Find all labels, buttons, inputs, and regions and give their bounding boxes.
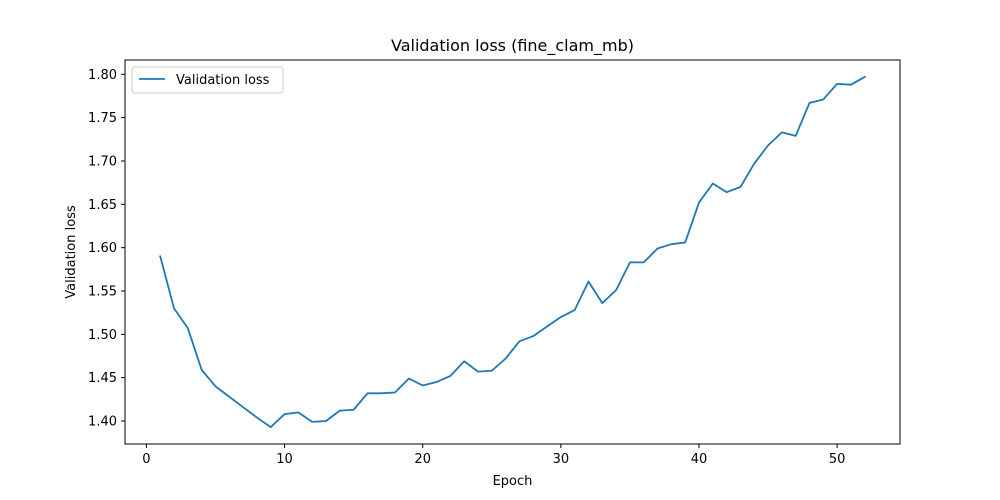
chart-title: Validation loss (fine_clam_mb)	[391, 36, 634, 56]
x-tick-label: 10	[276, 452, 293, 467]
x-tick-label: 40	[691, 452, 708, 467]
y-tick-label: 1.45	[88, 371, 117, 386]
axes-background	[125, 60, 900, 444]
y-tick-label: 1.65	[88, 198, 117, 213]
x-axis-ticks: 0 10 20 30 40 50	[142, 444, 845, 467]
axes-frame	[124, 59, 901, 445]
x-tick-label: 20	[414, 452, 431, 467]
y-axis-label: Validation loss	[64, 205, 79, 299]
legend-box	[131, 66, 284, 94]
legend-label: Validation loss	[176, 73, 270, 88]
x-tick-label: 50	[829, 452, 846, 467]
series-line-validation-loss	[159, 75, 866, 429]
y-tick-label: 1.75	[88, 111, 117, 126]
series-layer	[159, 75, 866, 429]
y-tick-label: 1.70	[88, 154, 117, 169]
x-tick-label: 30	[553, 452, 570, 467]
legend: Validation loss	[131, 66, 284, 94]
y-tick-label: 1.80	[88, 68, 117, 83]
y-tick-label: 1.40	[88, 415, 117, 430]
x-tick-label: 0	[142, 452, 150, 467]
y-tick-label: 1.60	[88, 241, 117, 256]
plot-area	[124, 59, 901, 445]
x-axis-label: Epoch	[493, 474, 533, 489]
y-tick-label: 1.50	[88, 328, 117, 343]
y-tick-label: 1.55	[88, 285, 117, 300]
y-axis-ticks: 1.40 1.45 1.50 1.55 1.60 1.65 1.70 1.75 1.80	[88, 68, 125, 430]
